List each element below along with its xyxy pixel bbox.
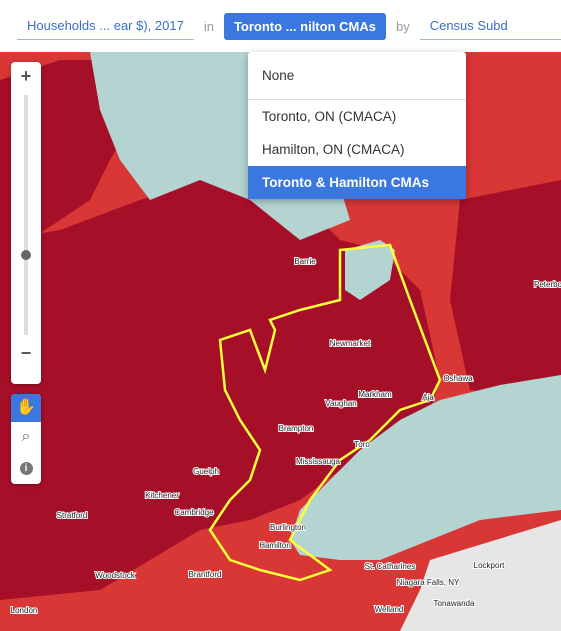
place-label: Tonawanda — [434, 599, 475, 608]
zoom-slider[interactable] — [21, 95, 31, 335]
place-label: Niagara Falls, NY — [397, 578, 460, 587]
variable-select[interactable]: Households ... ear $), 2017 — [17, 12, 194, 40]
place-label: Newmarket — [330, 339, 371, 348]
zoom-control: + − — [11, 62, 41, 384]
dropdown-option[interactable]: Hamilton, ON (CMACA) — [262, 142, 405, 157]
in-label: in — [203, 18, 214, 34]
place-label: Barrie — [294, 257, 316, 266]
level-select[interactable]: Census Subd — [419, 12, 561, 40]
place-label: Cambridge — [174, 508, 214, 517]
place-label: Stratford — [57, 511, 88, 520]
by-label: by — [395, 18, 410, 34]
zoom-tool[interactable]: ⌕ — [21, 428, 31, 445]
zoom-handle[interactable] — [21, 250, 31, 260]
toolbar: Households ... ear $), 2017 in Toronto .… — [0, 0, 561, 52]
place-label: Aja — [422, 393, 434, 402]
zoom-out[interactable]: − — [20, 343, 32, 363]
pan-tool[interactable]: ✋ — [11, 394, 41, 422]
place-label: Oshawa — [443, 374, 473, 383]
place-label: Kitchener — [145, 491, 179, 500]
place-label: Hamilton — [259, 541, 291, 550]
place-label: Toro — [354, 440, 370, 449]
place-label: London — [11, 606, 38, 615]
place-label: Vaughan — [325, 399, 356, 408]
dropdown-option[interactable]: None — [248, 52, 466, 100]
place-label: Welland — [375, 605, 404, 614]
dark-region — [0, 160, 440, 600]
tool-panel: ✋ ⌕ i — [11, 394, 41, 484]
place-label: Markham — [358, 390, 392, 399]
lake-simcoe — [345, 240, 395, 300]
dropdown-option[interactable]: Toronto, ON (CMACA) — [262, 109, 397, 124]
place-label: Lockport — [474, 561, 505, 570]
cma-outline — [208, 243, 442, 582]
place-label: Burlington — [270, 523, 306, 532]
zoom-in[interactable]: + — [20, 66, 32, 86]
place-label: Peterbo — [534, 280, 561, 289]
info-button[interactable]: i — [19, 462, 33, 475]
place-label: St. Catharines — [365, 562, 416, 571]
place-label: Mississauga — [296, 457, 341, 466]
lake-ontario — [290, 375, 561, 560]
place-label: Brantford — [189, 570, 222, 579]
place-label: Woodstock — [95, 571, 135, 580]
us-area — [400, 520, 561, 631]
dark-region — [450, 180, 561, 400]
place-label: Guelph — [193, 467, 219, 476]
dropdown-option[interactable]: Toronto & Hamilton CMAs — [248, 166, 466, 199]
region-select[interactable]: Toronto ... nilton CMAs — [223, 12, 386, 40]
region-dropdown: None Toronto, ON (CMACA) Hamilton, ON (CMA… — [248, 52, 466, 199]
place-label: Brampton — [279, 424, 314, 433]
